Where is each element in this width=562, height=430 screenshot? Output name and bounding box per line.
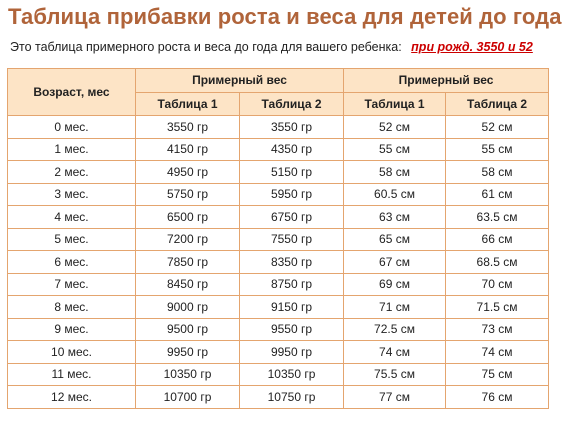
height-table2-cell: 52 см	[445, 115, 550, 139]
height-table1-cell: 52 см	[343, 115, 447, 139]
age-cell: 5 мес.	[7, 227, 136, 251]
age-cell: 9 мес.	[7, 317, 136, 341]
weight-table2-header: Таблица 2	[238, 91, 345, 116]
page-subtitle: Это таблица примерного роста и веса до г…	[10, 40, 533, 54]
age-cell: 12 мес.	[7, 385, 136, 409]
height-table2-cell: 76 см	[445, 385, 550, 409]
height-table1-cell: 60.5 см	[343, 182, 447, 206]
weight-table1-cell: 6500 гр	[135, 205, 240, 229]
height-table1-cell: 65 см	[343, 227, 447, 251]
weight-table1-cell: 9000 гр	[135, 295, 240, 319]
weight-table1-cell: 10350 гр	[135, 362, 240, 386]
height-table2-cell: 68.5 см	[445, 250, 550, 274]
weight-table1-cell: 8450 гр	[135, 272, 240, 296]
height-table1-cell: 75.5 см	[343, 362, 447, 386]
table-body: 0 мес. 3550 гр 3550 гр 52 см 52 см 1 мес. 4150…	[7, 115, 550, 409]
weight-table1-cell: 4950 гр	[135, 160, 240, 184]
age-cell: 2 мес.	[7, 160, 136, 184]
table-row: 4 мес. 6500 гр 6750 гр 63 см 63.5 см	[7, 205, 550, 229]
weight-table1-cell: 9500 гр	[135, 317, 240, 341]
height-table2-cell: 66 см	[445, 227, 550, 251]
height-table2-cell: 55 см	[445, 137, 550, 161]
height-table1-cell: 77 см	[343, 385, 447, 409]
weight-table1-cell: 10700 гр	[135, 385, 240, 409]
weight-table2-cell: 4350 гр	[238, 137, 345, 161]
table-row: 11 мес. 10350 гр 10350 гр 75.5 см 75 см	[7, 362, 550, 386]
table-row: 0 мес. 3550 гр 3550 гр 52 см 52 см	[7, 115, 550, 139]
table-row: 1 мес. 4150 гр 4350 гр 55 см 55 см	[7, 137, 550, 161]
height-table2-cell: 70 см	[445, 272, 550, 296]
growth-weight-table: Возраст, мес Примерный вес Примерный вес…	[7, 68, 550, 409]
height-table2-header: Таблица 2	[445, 91, 550, 116]
weight-table2-cell: 8350 гр	[238, 250, 345, 274]
age-cell: 0 мес.	[7, 115, 136, 139]
weight-table1-cell: 5750 гр	[135, 182, 240, 206]
height-group-header: Примерный вес	[343, 68, 550, 93]
subtitle-text: Это таблица примерного роста и веса до г…	[10, 40, 402, 54]
age-cell: 6 мес.	[7, 250, 136, 274]
age-cell: 7 мес.	[7, 272, 136, 296]
height-table2-cell: 61 см	[445, 182, 550, 206]
weight-table2-cell: 10750 гр	[238, 385, 345, 409]
height-table2-cell: 75 см	[445, 362, 550, 386]
table-row: 7 мес. 8450 гр 8750 гр 69 см 70 см	[7, 272, 550, 296]
table-row: 8 мес. 9000 гр 9150 гр 71 см 71.5 см	[7, 295, 550, 319]
weight-group-header: Примерный вес	[134, 68, 345, 93]
height-table1-cell: 58 см	[343, 160, 447, 184]
age-cell: 8 мес.	[7, 295, 136, 319]
height-table2-cell: 58 см	[445, 160, 550, 184]
table-row: 6 мес. 7850 гр 8350 гр 67 см 68.5 см	[7, 250, 550, 274]
weight-table1-header: Таблица 1	[135, 91, 240, 116]
weight-table2-cell: 10350 гр	[238, 362, 345, 386]
age-cell: 1 мес.	[7, 137, 136, 161]
table-row: 5 мес. 7200 гр 7550 гр 65 см 66 см	[7, 227, 550, 251]
weight-table1-cell: 7850 гр	[135, 250, 240, 274]
height-table1-cell: 72.5 см	[343, 317, 447, 341]
weight-table2-cell: 6750 гр	[238, 205, 345, 229]
weight-table2-cell: 5950 гр	[238, 182, 345, 206]
height-table1-cell: 71 см	[343, 295, 447, 319]
weight-table2-cell: 8750 гр	[238, 272, 345, 296]
table-row: 2 мес. 4950 гр 5150 гр 58 см 58 см	[7, 160, 550, 184]
weight-table2-cell: 9150 гр	[238, 295, 345, 319]
height-table2-cell: 73 см	[445, 317, 550, 341]
weight-table1-cell: 7200 гр	[135, 227, 240, 251]
table-row: 3 мес. 5750 гр 5950 гр 60.5 см 61 см	[7, 182, 550, 206]
height-table1-header: Таблица 1	[343, 91, 447, 116]
page-title: Таблица прибавки роста и веса для детей …	[8, 4, 562, 29]
weight-table2-cell: 5150 гр	[238, 160, 345, 184]
table-row: 9 мес. 9500 гр 9550 гр 72.5 см 73 см	[7, 317, 550, 341]
height-table1-cell: 63 см	[343, 205, 447, 229]
height-table2-cell: 71.5 см	[445, 295, 550, 319]
height-table1-cell: 55 см	[343, 137, 447, 161]
height-table2-cell: 74 см	[445, 340, 550, 364]
weight-table1-cell: 3550 гр	[135, 115, 240, 139]
weight-table1-cell: 4150 гр	[135, 137, 240, 161]
age-cell: 11 мес.	[7, 362, 136, 386]
table-row: 12 мес. 10700 гр 10750 гр 77 см 76 см	[7, 385, 550, 409]
age-cell: 4 мес.	[7, 205, 136, 229]
height-table1-cell: 74 см	[343, 340, 447, 364]
height-table1-cell: 67 см	[343, 250, 447, 274]
weight-table2-cell: 7550 гр	[238, 227, 345, 251]
height-table2-cell: 63.5 см	[445, 205, 550, 229]
weight-table2-cell: 9950 гр	[238, 340, 345, 364]
weight-table1-cell: 9950 гр	[135, 340, 240, 364]
age-cell: 3 мес.	[7, 182, 136, 206]
weight-table2-cell: 9550 гр	[238, 317, 345, 341]
table-row: 10 мес. 9950 гр 9950 гр 74 см 74 см	[7, 340, 550, 364]
birth-params-link[interactable]: при рожд. 3550 и 52	[411, 40, 533, 54]
age-cell: 10 мес.	[7, 340, 136, 364]
age-column-header: Возраст, мес	[7, 68, 136, 116]
height-table1-cell: 69 см	[343, 272, 447, 296]
weight-table2-cell: 3550 гр	[238, 115, 345, 139]
